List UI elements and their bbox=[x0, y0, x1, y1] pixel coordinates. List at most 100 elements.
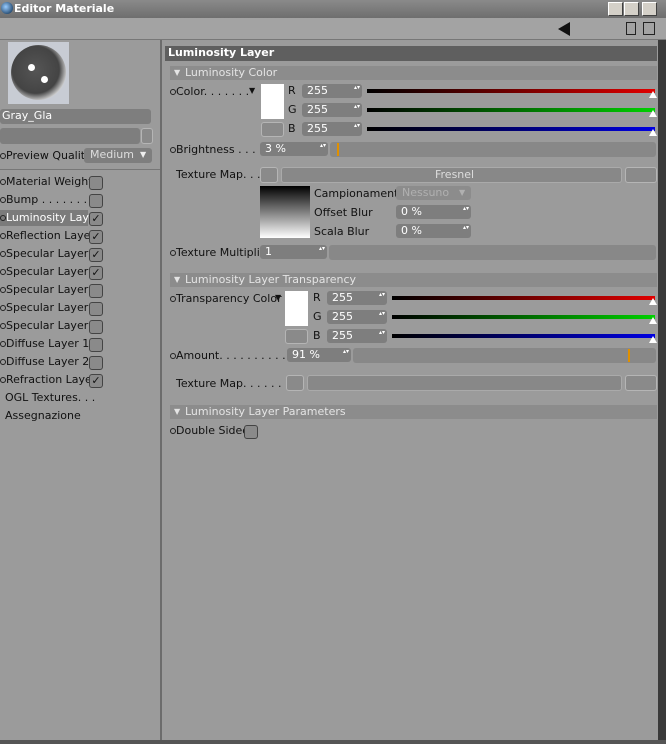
channel-checkbox[interactable]: ✓ bbox=[89, 212, 103, 226]
number-field[interactable] bbox=[302, 122, 362, 136]
bullet bbox=[0, 233, 6, 239]
color-button[interactable] bbox=[285, 329, 308, 344]
channel-checkbox[interactable] bbox=[89, 176, 103, 190]
texture-menu-button[interactable] bbox=[625, 375, 657, 391]
channel-label: Refraction Layer bbox=[6, 373, 97, 386]
dropdown-arrow: ▼ bbox=[275, 293, 282, 302]
channel-checkbox[interactable] bbox=[89, 338, 103, 352]
field-value: 1 bbox=[265, 245, 272, 258]
number-field[interactable] bbox=[287, 348, 351, 362]
preview-sphere[interactable] bbox=[11, 45, 66, 100]
back-button[interactable] bbox=[558, 22, 570, 36]
channel-checkbox[interactable] bbox=[89, 356, 103, 370]
field-value: 255 bbox=[307, 84, 328, 97]
field-value: 255 bbox=[332, 291, 353, 304]
multiplier-slider[interactable] bbox=[329, 245, 656, 260]
color-swatch[interactable] bbox=[285, 291, 308, 326]
lock-button[interactable] bbox=[626, 22, 636, 35]
bullet bbox=[0, 359, 6, 365]
field-label: Texture Map. . . . . . . . bbox=[176, 377, 296, 390]
number-field[interactable] bbox=[396, 205, 471, 219]
channel-label: Material Weight bbox=[6, 175, 93, 188]
channel-checkbox[interactable] bbox=[89, 320, 103, 334]
channel-label: Diffuse Layer 2 bbox=[6, 355, 90, 368]
field-label: Campionamento bbox=[314, 187, 406, 200]
field-value: 0 % bbox=[401, 205, 422, 218]
brightness-slider[interactable] bbox=[330, 142, 656, 157]
color-slider[interactable] bbox=[367, 127, 655, 131]
number-field[interactable] bbox=[260, 245, 327, 259]
section-header bbox=[170, 273, 657, 287]
color-slider[interactable] bbox=[392, 334, 655, 338]
color-button[interactable] bbox=[261, 122, 284, 137]
field-value: 255 bbox=[307, 103, 328, 116]
channel-checkbox[interactable] bbox=[89, 302, 103, 316]
bullet bbox=[170, 353, 176, 359]
panel-header bbox=[165, 46, 657, 61]
scrollbar bbox=[658, 40, 666, 744]
color-slider[interactable] bbox=[392, 315, 655, 319]
texture-button[interactable] bbox=[260, 167, 278, 183]
quality-dropdown[interactable] bbox=[84, 148, 152, 163]
link-field[interactable] bbox=[0, 128, 140, 144]
channel-checkbox[interactable] bbox=[89, 194, 103, 208]
sampling-dropdown[interactable] bbox=[396, 186, 471, 200]
new-button[interactable] bbox=[643, 22, 655, 35]
channel-letter: G bbox=[288, 103, 297, 116]
number-field[interactable] bbox=[327, 291, 387, 305]
separator bbox=[0, 169, 160, 170]
field-label: Amount. . . . . . . . . . . bbox=[176, 349, 293, 362]
number-field[interactable] bbox=[302, 84, 362, 98]
channel-label: Specular Layer 5 bbox=[6, 319, 99, 332]
bottom-edge bbox=[0, 740, 666, 744]
slider-knob bbox=[649, 91, 657, 98]
channel-letter: G bbox=[313, 310, 322, 323]
toolbar bbox=[0, 18, 666, 40]
channel-checkbox[interactable]: ✓ bbox=[89, 248, 103, 262]
dropdown-arrow: ▼ bbox=[459, 188, 466, 197]
field-label: Color. . . . . . . bbox=[176, 85, 250, 98]
texture-field[interactable] bbox=[281, 167, 622, 183]
link-button[interactable] bbox=[141, 128, 153, 144]
channel-checkbox[interactable] bbox=[89, 284, 103, 298]
dropdown-arrow: ▼ bbox=[249, 86, 256, 95]
color-slider[interactable] bbox=[367, 89, 655, 93]
maximize-button[interactable] bbox=[624, 2, 639, 16]
number-field[interactable] bbox=[327, 329, 387, 343]
minimize-button[interactable] bbox=[608, 2, 623, 16]
name-field[interactable] bbox=[0, 109, 151, 124]
color-slider[interactable] bbox=[367, 108, 655, 112]
channel-label: Specular Layer 1 bbox=[6, 247, 99, 260]
bullet bbox=[0, 215, 6, 221]
title-bar bbox=[0, 0, 666, 18]
slider-marker bbox=[628, 349, 630, 362]
section-toggle: ▼ bbox=[174, 407, 181, 416]
channel-checkbox[interactable]: ✓ bbox=[89, 266, 103, 280]
channel-checkbox[interactable]: ✓ bbox=[89, 230, 103, 244]
texture-preview bbox=[260, 186, 310, 238]
bullet bbox=[170, 147, 176, 153]
amount-slider[interactable] bbox=[353, 348, 656, 363]
field-label: Texture Multiplier bbox=[176, 246, 272, 259]
dropdown-arrow: ▼ bbox=[140, 150, 147, 159]
texture-field[interactable] bbox=[307, 375, 622, 391]
texture-menu-button[interactable] bbox=[625, 167, 657, 183]
section-title: Luminosity Layer Parameters bbox=[185, 405, 346, 418]
channel-label: Bump . . . . . . . . . bbox=[6, 193, 102, 206]
number-field[interactable] bbox=[327, 310, 387, 324]
bullet bbox=[0, 153, 6, 159]
number-field[interactable] bbox=[396, 224, 471, 238]
color-slider[interactable] bbox=[392, 296, 655, 300]
menu-item: OGL Textures. . . bbox=[5, 391, 96, 404]
number-field[interactable] bbox=[260, 142, 328, 156]
panel-title: Luminosity Layer bbox=[168, 46, 275, 59]
number-field[interactable] bbox=[302, 103, 362, 117]
double-sided-checkbox[interactable] bbox=[244, 425, 258, 439]
channel-checkbox[interactable]: ✓ bbox=[89, 374, 103, 388]
close-button[interactable] bbox=[642, 2, 657, 16]
divider bbox=[160, 40, 162, 744]
texture-button[interactable] bbox=[286, 375, 304, 391]
color-swatch[interactable] bbox=[261, 84, 284, 119]
field-value: 255 bbox=[332, 329, 353, 342]
window-title: Editor Materiale bbox=[14, 2, 115, 15]
